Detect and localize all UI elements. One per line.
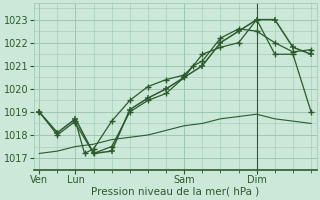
X-axis label: Pression niveau de la mer( hPa ): Pression niveau de la mer( hPa ) (91, 187, 259, 197)
